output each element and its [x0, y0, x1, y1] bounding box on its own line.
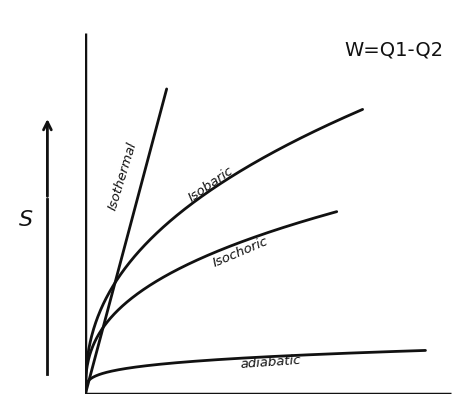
Text: Isothermal: Isothermal [106, 140, 139, 212]
Text: Isochoric: Isochoric [211, 235, 270, 270]
Text: W=Q1-Q2: W=Q1-Q2 [345, 40, 444, 59]
Text: S: S [19, 210, 33, 230]
Text: adiabatic: adiabatic [239, 353, 301, 371]
Text: Isobaric: Isobaric [186, 164, 236, 204]
